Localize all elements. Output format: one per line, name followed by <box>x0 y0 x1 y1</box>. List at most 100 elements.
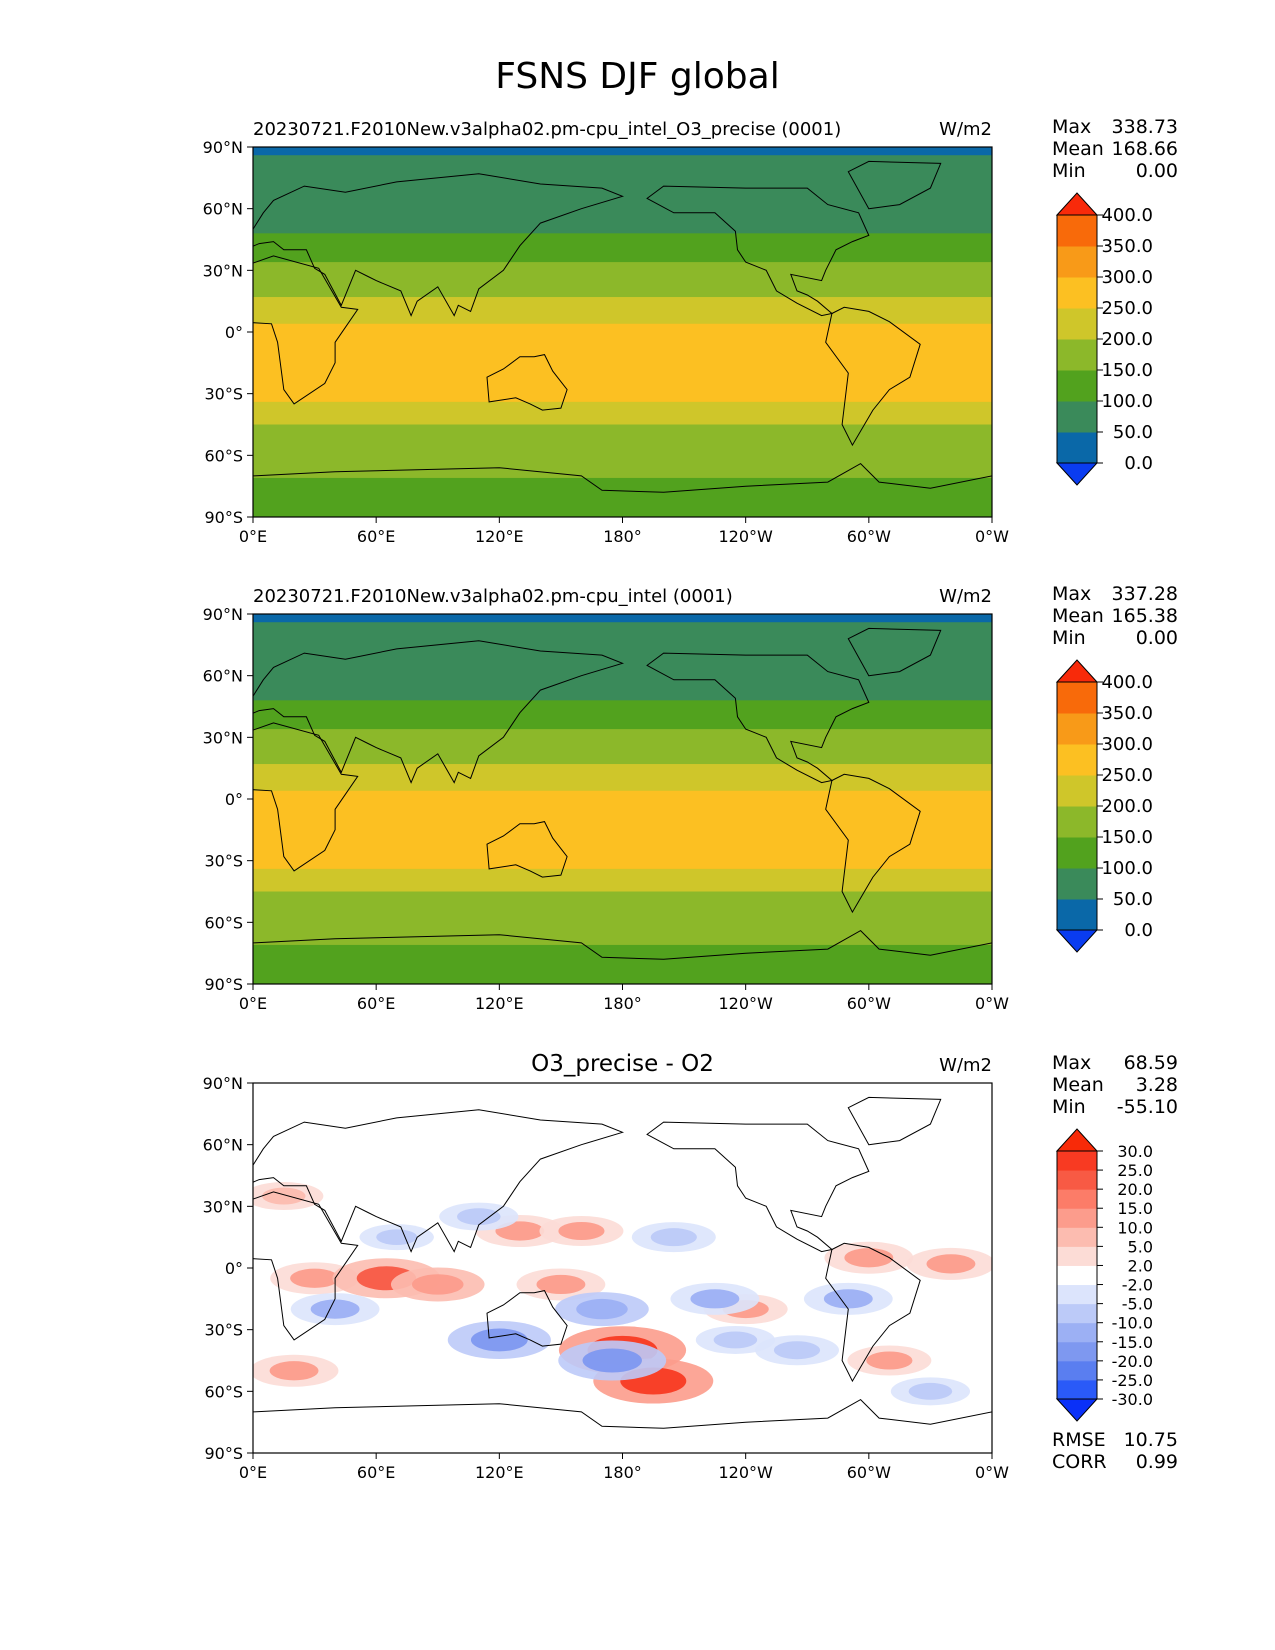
y-tick-label: 0° <box>225 323 243 342</box>
colorbar-label: 20.0 <box>1117 1180 1153 1199</box>
colorbar-label: 10.0 <box>1117 1218 1153 1237</box>
y-tick-label: 30°S <box>204 852 243 871</box>
map-panel-1: 90°N 60°N 30°N 0° 30°S 60°S 90°S0°E 60°E 120°E 18… <box>203 119 1153 546</box>
field-band <box>253 700 992 730</box>
colorbar-segment <box>1057 1189 1097 1209</box>
colorbar-label: 2.0 <box>1128 1256 1153 1275</box>
colorbar-extend-min <box>1055 1398 1099 1422</box>
colorbar-label: -5.0 <box>1122 1295 1153 1314</box>
colorbar-label: 350.0 <box>1101 703 1153 724</box>
anomaly-core <box>866 1351 913 1370</box>
coastline-australia <box>486 1290 568 1347</box>
field-shading <box>253 147 992 517</box>
colorbar-label: -30.0 <box>1112 1390 1153 1409</box>
stat-min-value: 0.00 <box>1135 160 1178 182</box>
x-tick-label: 180° <box>603 527 642 546</box>
stat-rmse-label: RMSE <box>1052 1429 1106 1451</box>
map-frame <box>252 146 993 518</box>
stat-min-label: Min <box>1052 627 1086 649</box>
colorbar-segment <box>1057 401 1097 433</box>
colorbar-label: -2.0 <box>1122 1276 1153 1295</box>
panel-title: 20230721.F2010New.v3alpha02.pm-cpu_intel… <box>253 119 841 140</box>
colorbar-label: -20.0 <box>1112 1352 1153 1371</box>
y-tick-label: 60°S <box>204 1382 243 1401</box>
colorbar-segment <box>1057 1208 1097 1228</box>
colorbar-label: 0.0 <box>1124 453 1153 474</box>
anomaly-core <box>690 1289 740 1309</box>
field-band <box>253 323 992 403</box>
anomaly-core <box>412 1274 464 1295</box>
coastline-australia <box>486 821 568 878</box>
anomaly-core <box>457 1208 501 1226</box>
colorbar-extend-max <box>1055 659 1099 683</box>
coastline-antarctica <box>253 1398 992 1453</box>
x-tick-label: 120°W <box>718 994 773 1013</box>
field-shading <box>253 1083 992 1453</box>
colorbar: -30.0-25.0-20.0-15.0-10.0-5.0-2.02.05.01… <box>1055 1128 1153 1422</box>
colorbar-segment <box>1057 308 1097 340</box>
stat-max-value: 337.28 <box>1111 583 1178 605</box>
coastline-africa <box>253 255 359 405</box>
coastline-south-america <box>825 306 921 447</box>
y-tick-label: 30°N <box>203 728 243 747</box>
colorbar-extend-min <box>1055 929 1099 953</box>
stat-mean-label: Mean <box>1052 1074 1104 1096</box>
field-band <box>253 233 992 263</box>
colorbar-segment <box>1057 744 1097 776</box>
field-band <box>253 729 992 765</box>
anomaly-core <box>269 1361 319 1381</box>
anomaly-core <box>773 1341 821 1360</box>
colorbar-segment <box>1057 806 1097 838</box>
colorbar-segment <box>1057 1284 1097 1305</box>
stat-min-label: Min <box>1052 160 1086 182</box>
colorbar-label: 200.0 <box>1101 796 1153 817</box>
x-tick-label: 60°E <box>357 527 395 546</box>
colorbar-segment <box>1057 837 1097 869</box>
anomaly-core <box>576 1298 628 1320</box>
x-tick-label: 180° <box>603 994 642 1013</box>
colorbar-label: 25.0 <box>1117 1161 1153 1180</box>
colorbar-segment <box>1057 899 1097 931</box>
colorbar-segment <box>1057 215 1097 247</box>
colorbar-extend-max <box>1055 192 1099 216</box>
colorbar-segment <box>1057 1170 1097 1190</box>
y-tick-label: 30°S <box>204 385 243 404</box>
field-band <box>253 944 992 984</box>
field-band <box>253 424 992 479</box>
field-band <box>253 764 992 792</box>
x-tick-label: 0°E <box>239 527 267 546</box>
colorbar-label: 15.0 <box>1117 1199 1153 1218</box>
panel-units: W/m2 <box>939 586 992 607</box>
anomaly-core <box>470 1328 528 1352</box>
coastlines <box>253 1096 992 1453</box>
coastline-south-america <box>825 1242 921 1383</box>
colorbar-segment <box>1057 432 1097 464</box>
colorbar-segment <box>1057 277 1097 309</box>
anomaly-core <box>536 1274 586 1295</box>
y-tick-label: 90°N <box>203 138 243 157</box>
y-tick-label: 90°S <box>204 508 243 527</box>
coastline-australia <box>486 354 568 411</box>
field-band <box>253 868 992 892</box>
anomaly-core <box>558 1222 605 1240</box>
stat-min-label: Min <box>1052 1096 1086 1118</box>
y-tick-label: 30°S <box>204 1321 243 1340</box>
y-tick-label: 60°S <box>204 913 243 932</box>
colorbar-label: 50.0 <box>1113 889 1153 910</box>
colorbar-label: 400.0 <box>1101 672 1153 693</box>
anomaly-core <box>908 1382 953 1400</box>
y-tick-label: 90°N <box>203 605 243 624</box>
x-tick-label: 0°W <box>975 994 1009 1013</box>
x-tick-label: 60°W <box>847 994 891 1013</box>
axis-ticks: 90°N 60°N 30°N 0° 30°S 60°S 90°S0°E 60°E 120°E 18… <box>203 605 1010 1013</box>
colorbar: 0.0 50.0 100.0 150.0 200.0 250.0 300.0 350.0 400… <box>1055 659 1153 953</box>
stats-box: Max 68.59 Mean 3.28 Min -55.10 <box>1052 1052 1178 1118</box>
x-tick-label: 0°E <box>239 1463 267 1482</box>
anomaly-core <box>823 1289 873 1309</box>
x-tick-label: 0°W <box>975 527 1009 546</box>
colorbar-segment <box>1057 1246 1097 1266</box>
colorbar-label: -15.0 <box>1112 1333 1153 1352</box>
colorbar-segment <box>1057 713 1097 745</box>
map-frame <box>252 1082 993 1454</box>
field-band <box>253 147 992 156</box>
